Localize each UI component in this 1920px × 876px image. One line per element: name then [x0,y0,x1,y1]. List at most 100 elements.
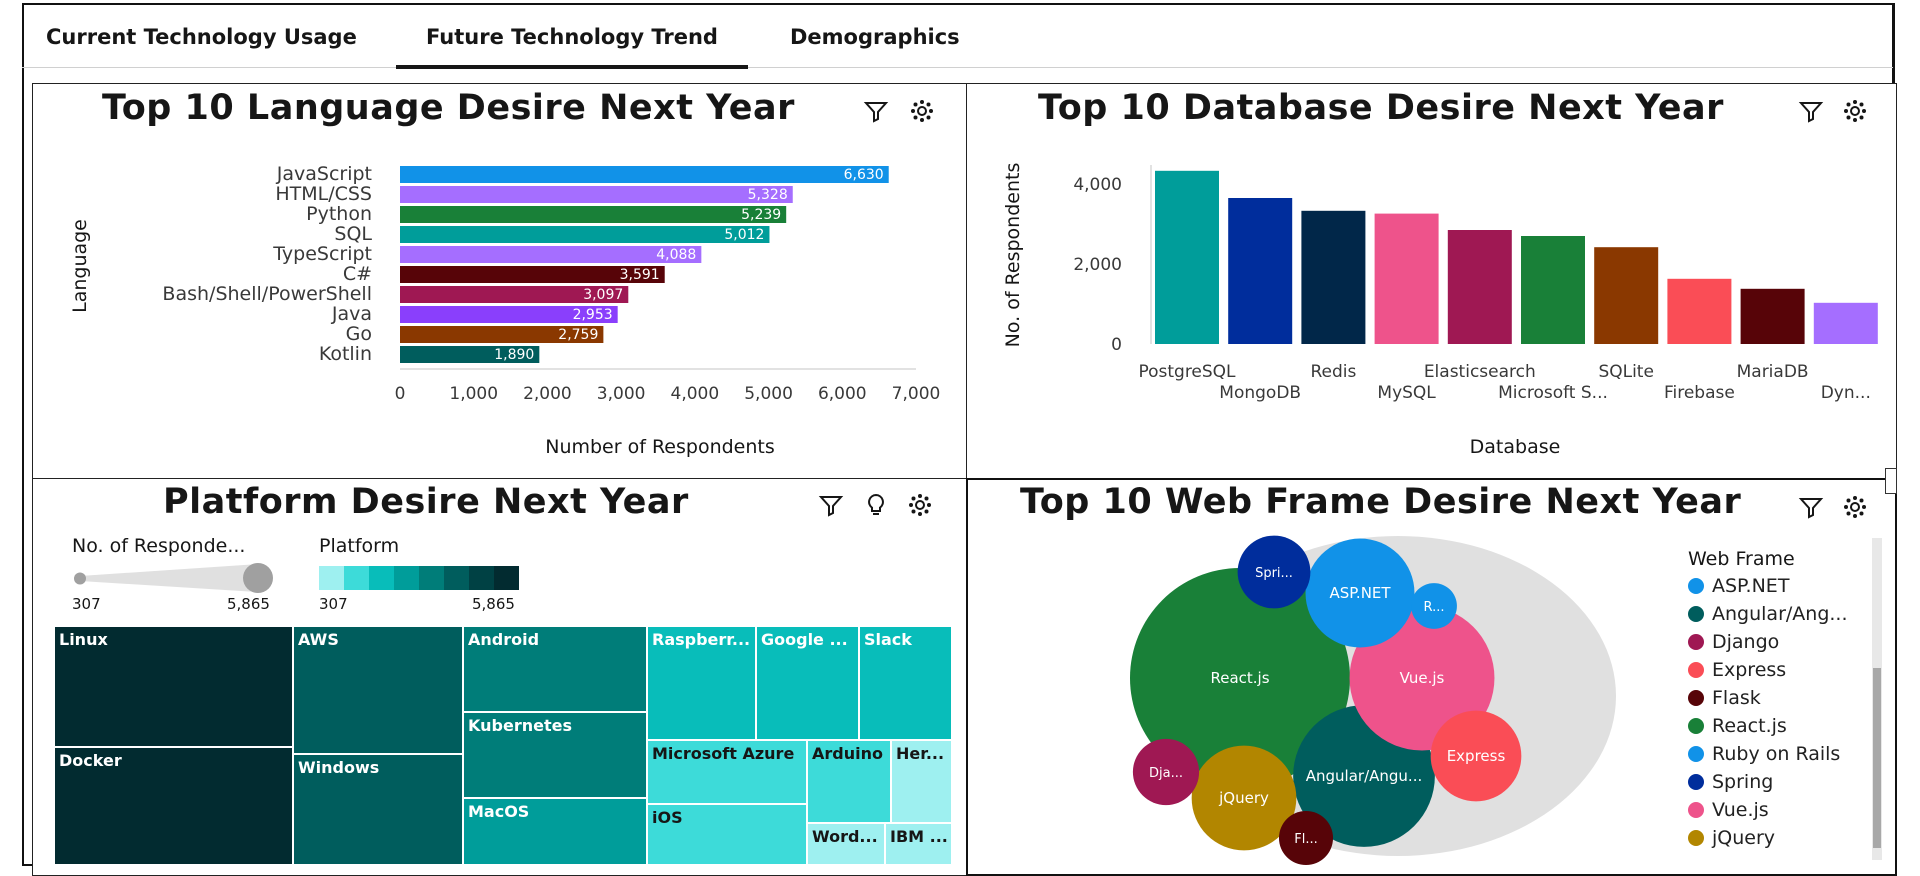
legend-swatch [1688,774,1704,790]
filter-icon[interactable] [817,491,845,519]
y-axis-title: No. of Respondents [1002,163,1024,348]
color-ramp-swatch [369,566,394,590]
x-tick-label: 3,000 [597,384,646,404]
settings-icon[interactable] [906,491,934,519]
category-label: JavaScript [276,163,372,185]
bubble-label: React.js [1210,669,1269,687]
settings-icon[interactable] [1841,97,1869,125]
database-chart-title: Top 10 Database Desire Next Year [1038,88,1724,128]
legend-item-vue-js[interactable]: Vue.js [1688,799,1769,821]
legend-item-angular-ang[interactable]: Angular/Ang... [1688,603,1848,625]
bubble-label: Angular/Angu... [1306,767,1422,785]
size-legend [74,563,273,593]
bar-redis [1301,210,1366,344]
tab-demographics[interactable]: Demographics [790,25,960,49]
data-label: 1,890 [494,347,534,363]
lightbulb-icon[interactable] [862,491,890,519]
bar-dyn [1813,302,1878,344]
x-tick-label: 5,000 [744,384,793,404]
legend-item-express[interactable]: Express [1688,659,1786,681]
bar-c [400,266,665,283]
category-label: Go [346,323,372,345]
treemap-cell-macos[interactable]: MacOS [463,798,647,865]
bar-mariadb [1740,288,1805,344]
treemap-cell-aws[interactable]: AWS [293,626,463,754]
x-tick-label: 6,000 [818,384,867,404]
bar-firebase [1667,278,1732,344]
resize-handle[interactable] [1885,468,1897,494]
legend-scrollbar-thumb[interactable] [1873,668,1881,848]
legend-item-asp-net[interactable]: ASP.NET [1688,575,1789,597]
tab-future-technology-trend[interactable]: Future Technology Trend [396,25,748,69]
treemap-cell-google[interactable]: Google ... [756,626,859,740]
settings-icon[interactable] [908,97,936,125]
color-legend-title: Platform [319,535,400,557]
x-tick-label: 4,000 [671,384,720,404]
language-chart-title: Top 10 Language Desire Next Year [102,88,795,128]
filter-icon[interactable] [1797,97,1825,125]
legend-item-react-js[interactable]: React.js [1688,715,1787,737]
treemap-cell-kubernetes[interactable]: Kubernetes [463,712,647,798]
category-label: C# [343,263,372,285]
bar-mysql [1374,213,1439,344]
x-tick-label: 2,000 [523,384,572,404]
legend-scrollbar[interactable] [1872,538,1882,860]
platform-chart-title: Platform Desire Next Year [163,482,689,522]
bar-html-css [400,186,793,203]
settings-icon[interactable] [1841,493,1869,521]
legend-swatch [1688,746,1704,762]
treemap-cell-android[interactable]: Android [463,626,647,712]
treemap-cell-arduino[interactable]: Arduino [807,740,891,823]
treemap-cell-microsoft-azure[interactable]: Microsoft Azure [647,740,807,804]
treemap-cell-docker[interactable]: Docker [54,747,293,865]
legend-swatch [1688,606,1704,622]
y-tick-label: 0 [1111,335,1122,355]
bubble-label: jQuery [1218,789,1269,807]
data-label: 2,953 [573,307,613,323]
legend-item-jquery[interactable]: jQuery [1688,827,1775,849]
bubble-label: ASP.NET [1329,584,1391,602]
color-ramp-swatch [419,566,444,590]
x-tick-label: SQLite [1598,362,1654,382]
data-label: 5,012 [724,227,764,243]
legend-label: jQuery [1712,827,1776,849]
tab-current-technology-usage[interactable]: Current Technology Usage [46,25,357,49]
bubble-flask [1278,810,1334,866]
filter-icon[interactable] [1797,493,1825,521]
bubble-label: Spri... [1255,566,1293,581]
legend-label: React.js [1712,715,1787,737]
data-label: 2,759 [558,327,598,343]
bar-postgresql [1155,170,1219,344]
legend-swatch [1688,578,1704,594]
x-tick-label: Microsoft S... [1498,383,1608,403]
color-legend-min: 307 [319,595,348,613]
bubble-label: Express [1447,747,1506,765]
y-tick-label: 4,000 [1073,175,1122,195]
treemap-cell-ibm[interactable]: IBM ... [885,823,952,865]
treemap-cell-windows[interactable]: Windows [293,754,463,865]
treemap-cell-her[interactable]: Her... [891,740,952,823]
category-label: Kotlin [319,343,372,365]
filter-icon[interactable] [862,97,890,125]
legend-item-spring[interactable]: Spring [1688,771,1773,793]
legend-label: Django [1712,631,1780,653]
treemap-cell-ios[interactable]: iOS [647,804,807,865]
legend-item-ruby-on-rails[interactable]: Ruby on Rails [1688,743,1840,765]
legend-item-django[interactable]: Django [1688,631,1779,653]
bubble-label: Fl... [1294,832,1318,847]
bubble-label: Vue.js [1400,669,1445,687]
color-legend-max: 5,865 [472,595,515,613]
bubble-label: Dja... [1149,766,1183,781]
treemap-cell-raspberr[interactable]: Raspberr... [647,626,756,740]
treemap-cell-slack[interactable]: Slack [859,626,952,740]
size-legend-title: No. of Responde... [72,535,246,557]
treemap-cell-word[interactable]: Word... [807,823,885,865]
bar-python [400,206,787,223]
data-label: 4,088 [656,247,696,263]
bar-javascript [400,166,889,183]
treemap-cell-linux[interactable]: Linux [54,626,293,747]
bar-microsoft-s [1521,236,1585,344]
legend-item-flask[interactable]: Flask [1688,687,1761,709]
